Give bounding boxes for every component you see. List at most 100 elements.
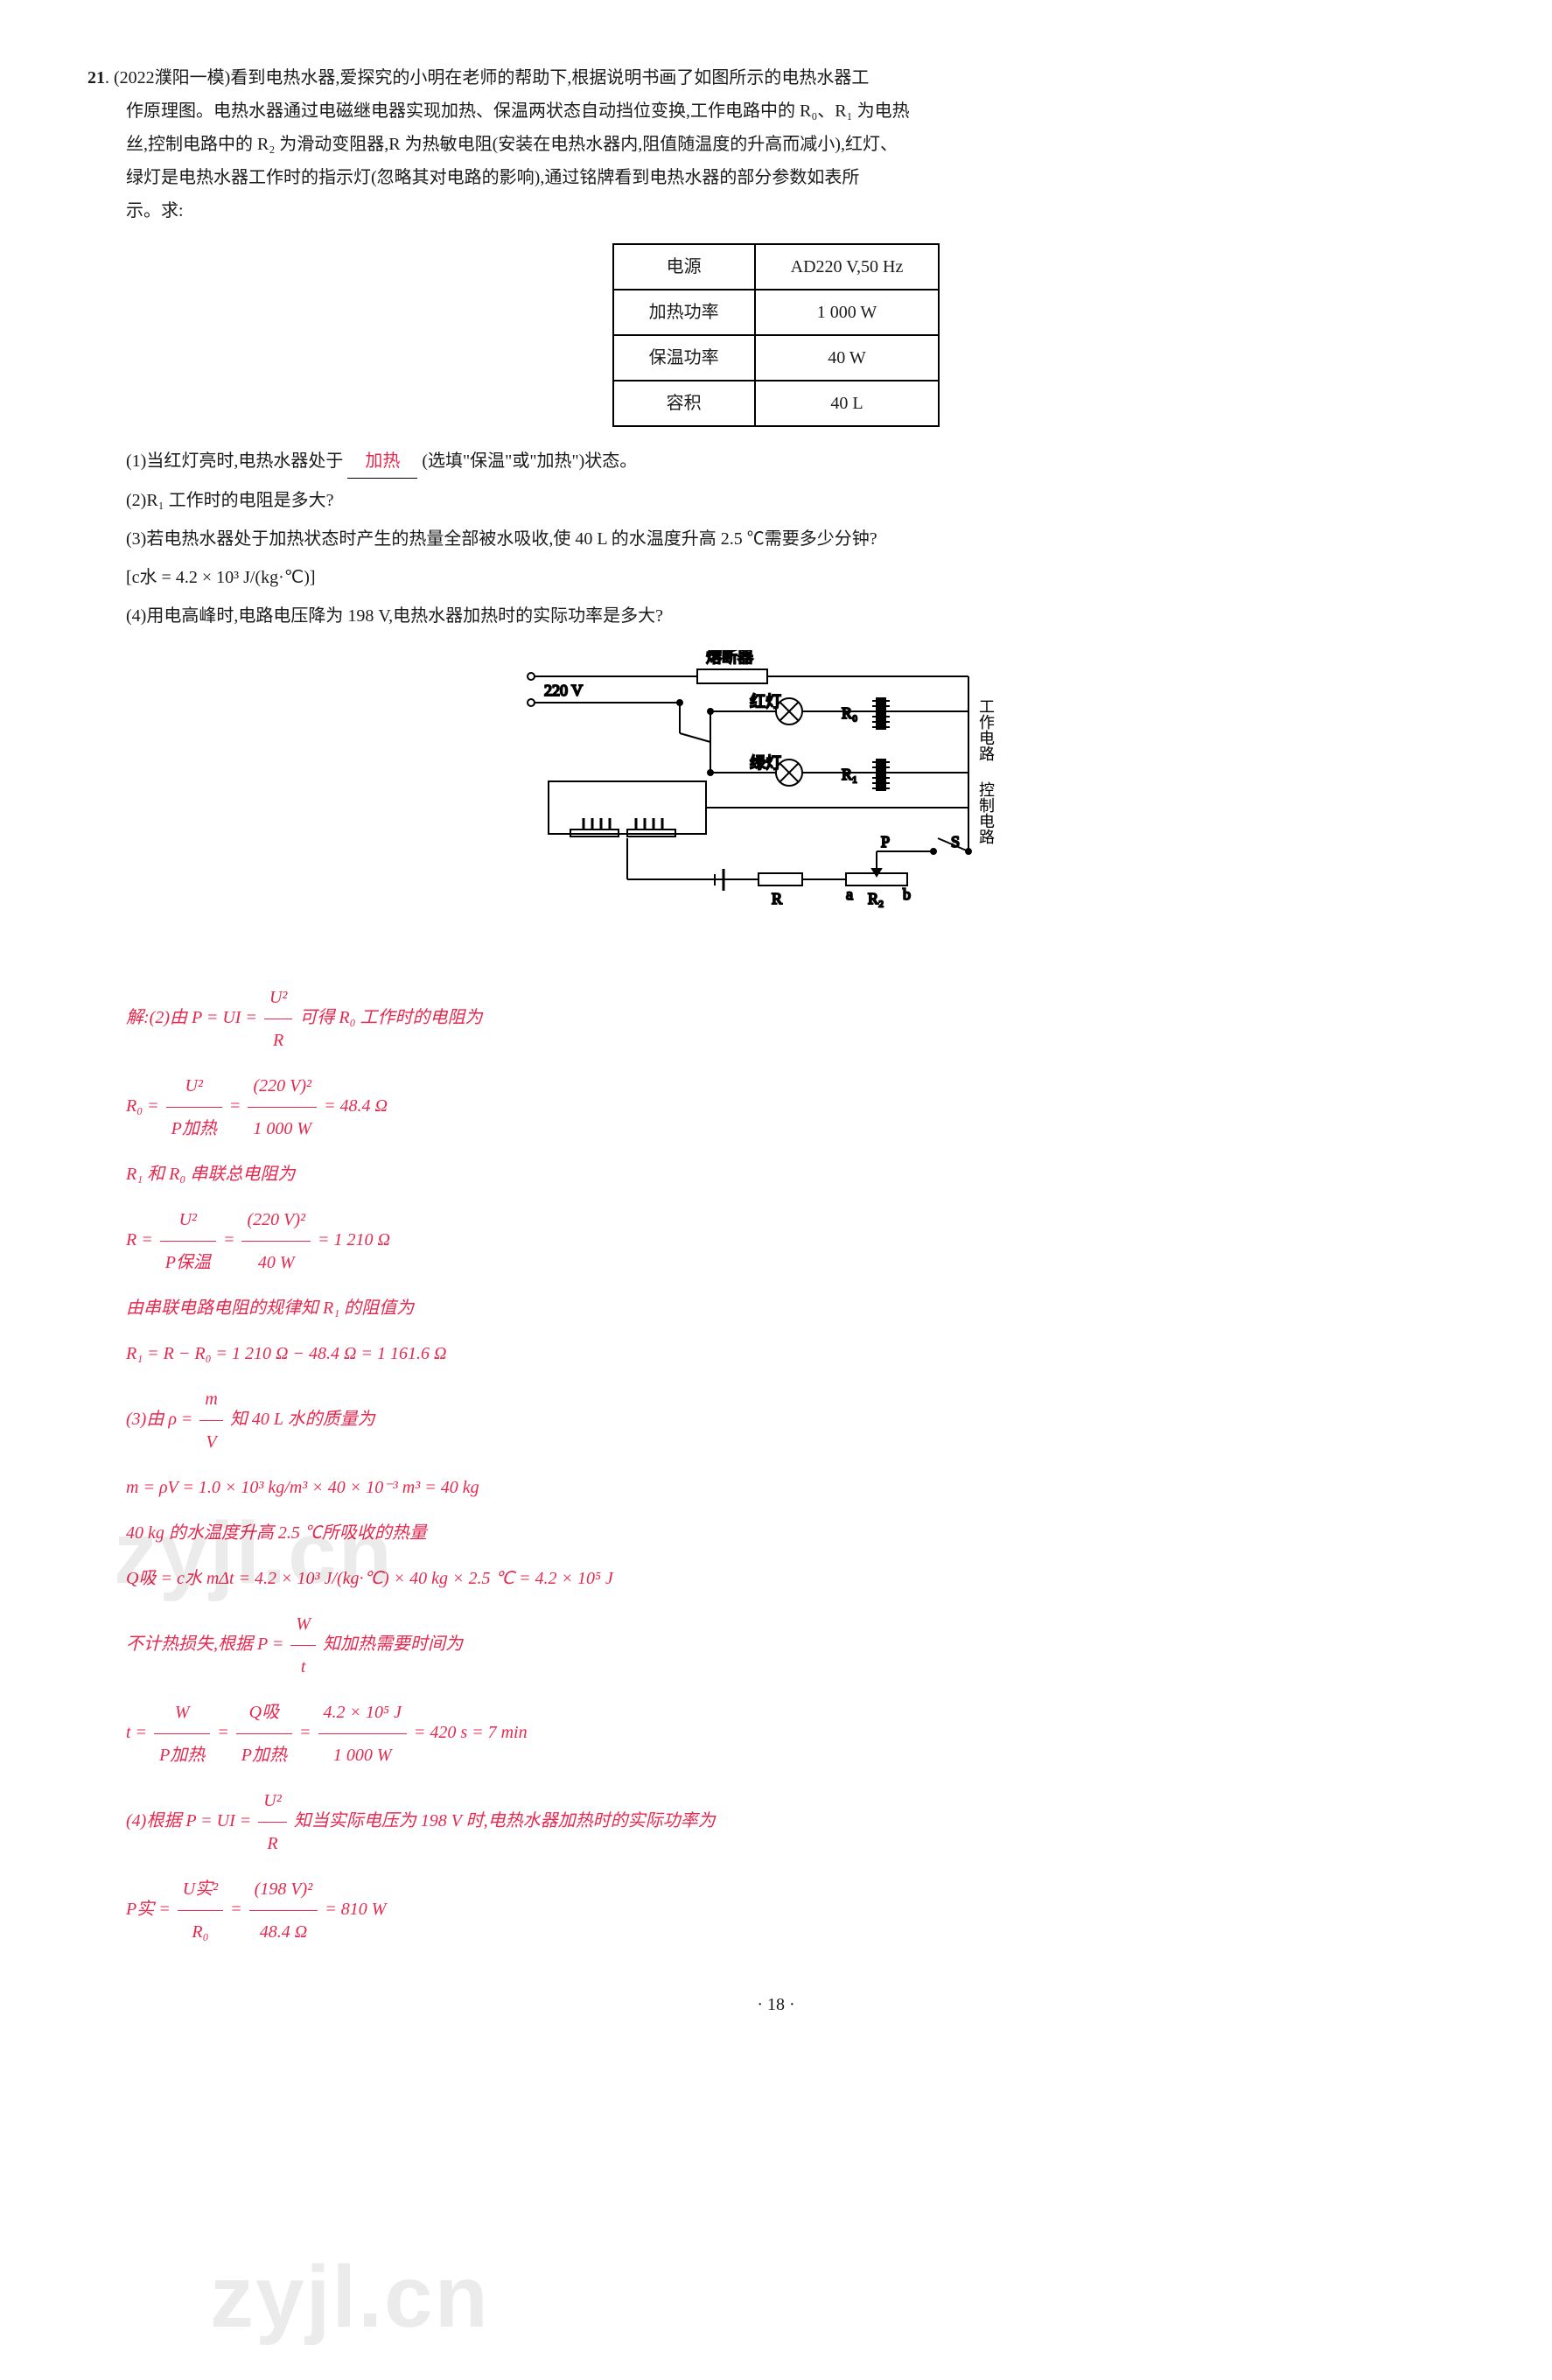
frac-den: R	[258, 1823, 286, 1865]
frac-num: 4.2 × 10⁵ J	[318, 1691, 407, 1734]
r1-label: R₁	[842, 766, 857, 783]
a-label: a	[846, 886, 853, 903]
table-row: 保温功率 40 W	[613, 335, 940, 381]
question-intro-3: 丝,控制电路中的 R₂ 为滑动变阻器,R 为热敏电阻(安装在电热水器内,阻值随温…	[87, 128, 1465, 161]
sol-text: R₀ =	[126, 1096, 164, 1116]
question-source: (2022濮阳一模)	[114, 68, 230, 88]
switch-label: S	[951, 833, 960, 850]
frac-den: V	[199, 1421, 222, 1463]
sol-text: m = ρV = 1.0 × 10³ kg/m³ × 40 × 10⁻³ m³ …	[126, 1466, 1465, 1508]
sol-text: =	[217, 1723, 234, 1742]
sol-text: =	[229, 1096, 246, 1116]
subquestion-3a: (3)若电热水器处于加热状态时产生的热量全部被水吸收,使 40 L 的水温度升高…	[87, 522, 1465, 556]
green-lamp-label: 绿灯	[750, 754, 781, 772]
frac-num: Q吸	[236, 1691, 292, 1734]
frac-den: P加热	[236, 1734, 292, 1776]
question-intro-2: 作原理图。电热水器通过电磁继电器实现加热、保温两状态自动挡位变换,工作电路中的 …	[87, 94, 1465, 128]
question-intro-1: 看到电热水器,爱探究的小明在老师的帮助下,根据说明书画了如图所示的电热水器工	[230, 68, 869, 88]
sol-text: =	[299, 1723, 316, 1742]
subq1-text-a: (1)当红灯亮时,电热水器处于	[126, 452, 343, 471]
table-cell: 40 W	[755, 335, 940, 381]
frac-den: P保温	[160, 1242, 216, 1284]
frac-num: W	[154, 1691, 210, 1734]
frac-den: R	[264, 1019, 292, 1061]
table-cell: 保温功率	[613, 335, 755, 381]
subquestion-2: (2)R₁ 工作时的电阻是多大?	[87, 484, 1465, 517]
frac-num: (220 V)²	[248, 1065, 317, 1108]
frac-num: U²	[166, 1065, 222, 1108]
table-cell: 1 000 W	[755, 290, 940, 335]
sol-text: t =	[126, 1723, 151, 1742]
sol-text: Q吸 = c水 mΔt = 4.2 × 10³ J/(kg·℃) × 40 kg…	[126, 1558, 1465, 1600]
sol-text: P实 =	[126, 1900, 175, 1919]
fuse-label: 熔断器	[706, 650, 753, 666]
sol-text: = 420 s = 7 min	[414, 1723, 528, 1742]
subquestion-3b: [c水 = 4.2 × 10³ J/(kg·℃)]	[87, 561, 1465, 594]
sol-text: (3)由 ρ =	[126, 1410, 197, 1429]
r-label: R	[772, 890, 782, 907]
red-lamp-label: 红灯	[750, 693, 781, 710]
question-intro-4: 绿灯是电热水器工作时的指示灯(忽略其对电路的影响),通过铭牌看到电热水器的部分参…	[87, 161, 1465, 194]
sol-text: R =	[126, 1230, 157, 1250]
table-cell: 电源	[613, 244, 755, 290]
table-row: 电源 AD220 V,50 Hz	[613, 244, 940, 290]
subquestion-1: (1)当红灯亮时,电热水器处于 加热 (选填"保温"或"加热")状态。	[87, 444, 1465, 479]
control-circuit-label: 控制电路	[977, 781, 995, 844]
sol-text: R₁ 和 R₀ 串联总电阻为	[126, 1153, 1465, 1195]
frac-num: W	[290, 1603, 316, 1646]
sol-text: =	[223, 1230, 240, 1250]
sol-text: 由串联电路电阻的规律知 R₁ 的阻值为	[126, 1287, 1465, 1329]
sol-text: 知当实际电压为 198 V 时,电热水器加热时的实际功率为	[294, 1811, 716, 1830]
frac-num: U²	[258, 1780, 286, 1823]
sol-text: = 48.4 Ω	[324, 1096, 388, 1116]
table-cell: 容积	[613, 381, 755, 426]
frac-num: (198 V)²	[249, 1868, 318, 1911]
frac-den: P加热	[166, 1108, 222, 1150]
table-cell: 40 L	[755, 381, 940, 426]
sol-text: 40 kg 的水温度升高 2.5 ℃所吸收的热量	[126, 1512, 1465, 1554]
subq1-text-b: (选填"保温"或"加热")状态。	[422, 452, 637, 471]
question-intro-5: 示。求:	[87, 194, 1465, 228]
sol-text: 可得 R₀ 工作时的电阻为	[299, 1008, 482, 1027]
table-cell: 加热功率	[613, 290, 755, 335]
frac-num: (220 V)²	[241, 1199, 311, 1242]
sol-text: R₁ = R − R₀ = 1 210 Ω − 48.4 Ω = 1 161.6…	[126, 1333, 1465, 1375]
frac-den: 40 W	[241, 1242, 311, 1284]
r0-label: R₀	[842, 704, 857, 722]
frac-den: 48.4 Ω	[249, 1911, 318, 1953]
frac-den: 1 000 W	[318, 1734, 407, 1776]
sol-text: = 1 210 Ω	[318, 1230, 390, 1250]
question-number: 21	[87, 68, 105, 88]
frac-num: m	[199, 1378, 222, 1421]
table-row: 容积 40 L	[613, 381, 940, 426]
circuit-diagram: 220 V 熔断器 红灯 R₀	[87, 650, 1465, 950]
sol-text: =	[230, 1900, 247, 1919]
sol-text: 知加热需要时间为	[323, 1634, 463, 1654]
table-row: 加热功率 1 000 W	[613, 290, 940, 335]
frac-den: t	[290, 1646, 316, 1688]
work-circuit-label: 工作电路	[977, 698, 995, 761]
r2-label: R₂	[868, 890, 884, 907]
sol-text: 解:(2)由 P = UI =	[126, 1008, 262, 1027]
subq1-blank: 加热	[347, 444, 417, 479]
subquestion-4: (4)用电高峰时,电路电压降为 198 V,电热水器加热时的实际功率是多大?	[87, 599, 1465, 633]
b-label: b	[903, 886, 911, 903]
frac-num: U²	[160, 1199, 216, 1242]
page-number: · 18 ·	[87, 1988, 1465, 2021]
sol-text: 不计热损失,根据 P =	[126, 1634, 288, 1654]
frac-num: U实²	[178, 1868, 223, 1911]
sol-text: 知 40 L 水的质量为	[230, 1410, 375, 1429]
frac-den: P加热	[154, 1734, 210, 1776]
frac-den: R₀	[178, 1911, 223, 1953]
sol-text: (4)根据 P = UI =	[126, 1811, 255, 1830]
frac-num: U²	[264, 976, 292, 1019]
question-body: 21. (2022濮阳一模) 看到电热水器,爱探究的小明在老师的帮助下,根据说明…	[87, 61, 1465, 228]
voltage-label: 220 V	[544, 682, 583, 699]
watermark: zyjl.cn	[210, 2214, 490, 2380]
frac-den: 1 000 W	[248, 1108, 317, 1150]
sol-text: = 810 W	[325, 1900, 386, 1919]
solution-block: 解:(2)由 P = UI = U²R 可得 R₀ 工作时的电阻为 R₀ = U…	[87, 976, 1465, 1953]
table-cell: AD220 V,50 Hz	[755, 244, 940, 290]
p-label: P	[881, 833, 890, 850]
spec-table: 电源 AD220 V,50 Hz 加热功率 1 000 W 保温功率 40 W …	[612, 243, 940, 427]
